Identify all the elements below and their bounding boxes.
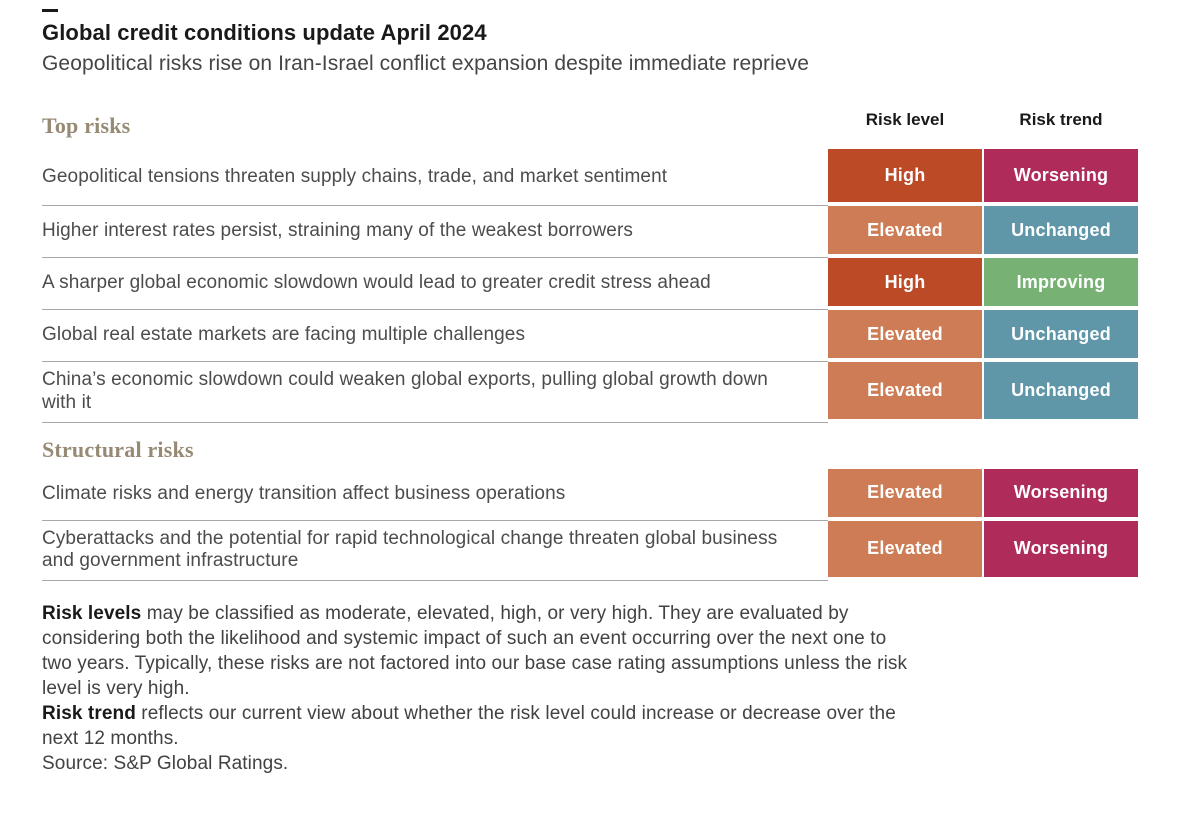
table-row: Global real estate markets are facing mu… — [42, 310, 1138, 362]
top-risks-table: Geopolitical tensions threaten supply ch… — [42, 149, 1138, 423]
risk-trend-badge: Unchanged — [984, 362, 1138, 419]
structural-risks-header-row: Structural risks — [42, 437, 1138, 463]
risk-trend-badge: Unchanged — [984, 310, 1138, 358]
table-row: Geopolitical tensions threaten supply ch… — [42, 149, 1138, 206]
risk-description: Climate risks and energy transition affe… — [42, 469, 828, 521]
risk-trend-badge: Unchanged — [984, 206, 1138, 254]
title-accent-dash — [42, 9, 58, 12]
table-row: Higher interest rates persist, straining… — [42, 206, 1138, 258]
risk-level-badge: Elevated — [828, 520, 982, 578]
source-line: Source: S&P Global Ratings. — [42, 751, 914, 776]
risk-description: Cyberattacks and the potential for rapid… — [42, 521, 828, 582]
risk-trend-badge: Worsening — [984, 520, 1138, 578]
risk-badges: High Improving — [828, 258, 1138, 310]
footnotes: Risk levels may be classified as moderat… — [42, 601, 914, 776]
structural-risks-table: Climate risks and energy transition affe… — [42, 468, 1138, 582]
top-risks-header-row: Top risks Risk level Risk trend — [42, 110, 1138, 139]
footnote-bold-label: Risk levels — [42, 603, 142, 625]
risk-badges: Elevated Unchanged — [828, 362, 1138, 423]
footnote-text: may be classified as moderate, elevated,… — [42, 603, 908, 700]
column-header-risk-trend: Risk trend — [1019, 110, 1103, 129]
risk-trend-badge: Worsening — [984, 468, 1138, 517]
page-title: Global credit conditions update April 20… — [42, 20, 487, 45]
risk-level-badge: Elevated — [828, 468, 982, 517]
risk-description: China’s economic slowdown could weaken g… — [42, 362, 828, 423]
risk-trend-badge: Improving — [984, 258, 1138, 306]
footnote-risk-trend: Risk trend reflects our current view abo… — [42, 701, 914, 751]
column-headers: Risk level Risk trend — [828, 110, 1138, 139]
risk-badges: Elevated Worsening — [828, 468, 1138, 521]
source-text: Source: S&P Global Ratings. — [42, 753, 289, 775]
section-title-top-risks: Top risks — [42, 113, 131, 138]
table-row: Climate risks and energy transition affe… — [42, 468, 1138, 521]
risk-level-badge: Elevated — [828, 206, 982, 254]
table-row: A sharper global economic slowdown would… — [42, 258, 1138, 310]
column-header-risk-level: Risk level — [865, 110, 945, 129]
footnote-text: reflects our current view about whether … — [42, 703, 896, 750]
table-row: Cyberattacks and the potential for rapid… — [42, 520, 1138, 582]
footnote-risk-levels: Risk levels may be classified as moderat… — [42, 601, 914, 701]
risk-badges: High Worsening — [828, 149, 1138, 206]
risk-description: Global real estate markets are facing mu… — [42, 310, 828, 362]
table-row: China’s economic slowdown could weaken g… — [42, 362, 1138, 423]
section-title-structural-risks: Structural risks — [42, 436, 194, 462]
risk-level-badge: High — [828, 149, 982, 202]
risk-description: Higher interest rates persist, straining… — [42, 206, 828, 258]
risk-description: A sharper global economic slowdown would… — [42, 258, 828, 310]
risk-description: Geopolitical tensions threaten supply ch… — [42, 149, 828, 206]
footnote-bold-label: Risk trend — [42, 703, 136, 725]
risk-level-badge: Elevated — [828, 362, 982, 419]
page-subtitle: Geopolitical risks rise on Iran-Israel c… — [42, 52, 810, 75]
risk-badges: Elevated Unchanged — [828, 206, 1138, 258]
risk-level-badge: Elevated — [828, 310, 982, 358]
risk-badges: Elevated Unchanged — [828, 310, 1138, 362]
risk-badges: Elevated Worsening — [828, 520, 1138, 582]
risk-level-badge: High — [828, 258, 982, 306]
risk-trend-badge: Worsening — [984, 149, 1138, 202]
